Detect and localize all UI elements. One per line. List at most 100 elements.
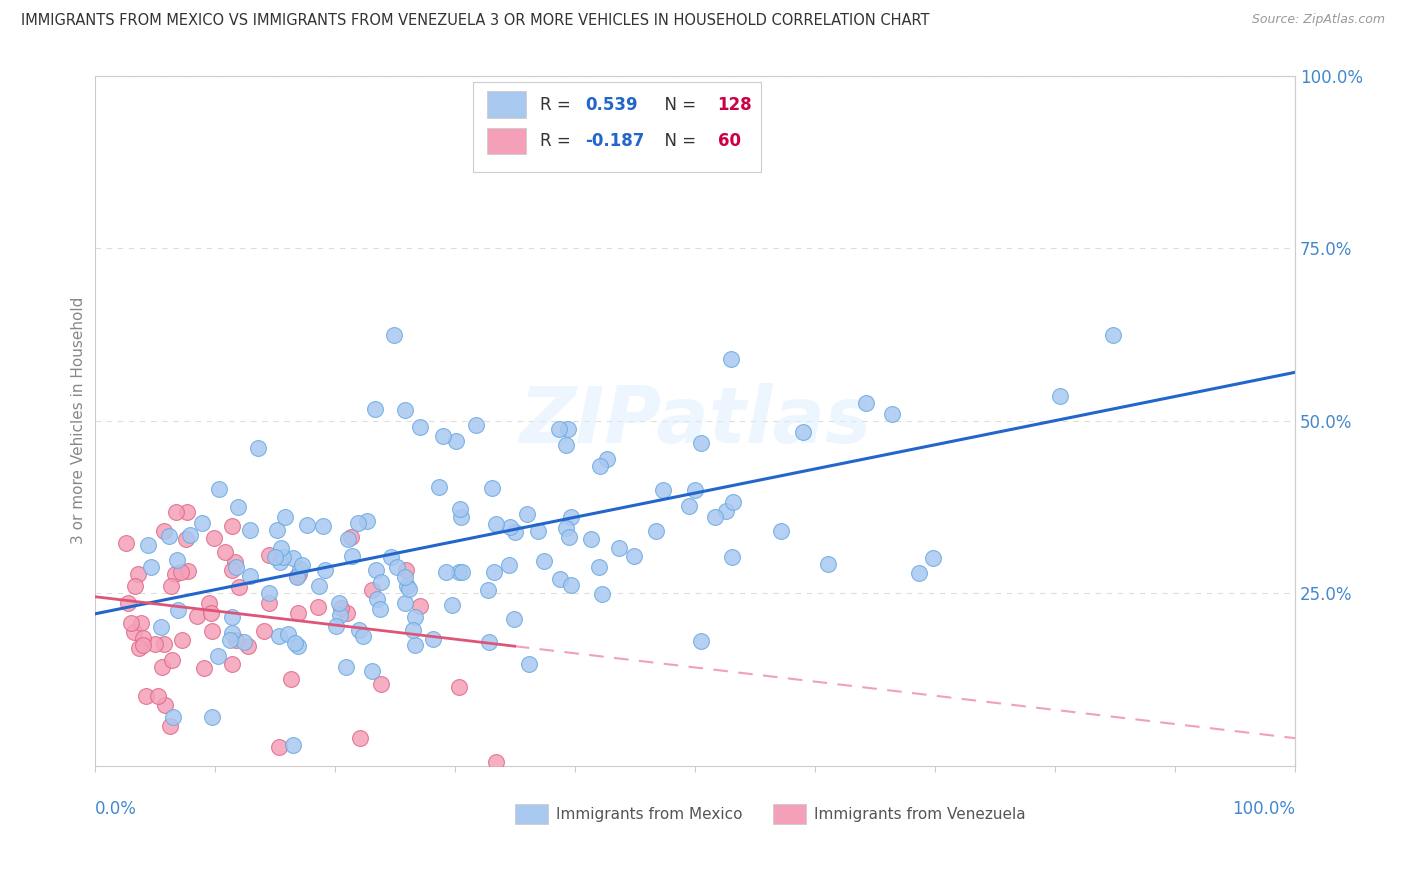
Point — [882, 407, 904, 421]
Point — [239, 568, 262, 582]
Point — [228, 580, 250, 594]
Point — [253, 624, 276, 638]
Text: 128: 128 — [717, 95, 752, 113]
Point — [263, 549, 285, 564]
Point — [267, 739, 290, 754]
Point — [221, 626, 243, 640]
Bar — [486, 91, 526, 118]
Point — [117, 596, 139, 610]
Point — [165, 566, 187, 581]
Point — [214, 545, 236, 559]
Point — [356, 514, 378, 528]
Point — [370, 601, 392, 615]
Point — [451, 565, 474, 579]
Point — [855, 396, 877, 410]
Point — [588, 559, 610, 574]
Point — [714, 503, 737, 517]
Point — [690, 436, 713, 450]
Point — [186, 609, 208, 624]
Point — [219, 633, 242, 648]
Point — [159, 719, 181, 733]
Point — [335, 659, 357, 673]
Point — [136, 538, 159, 552]
Point — [394, 596, 416, 610]
Point — [517, 657, 540, 671]
Point — [193, 661, 215, 675]
Point — [366, 592, 388, 607]
Point — [817, 557, 839, 571]
Point — [277, 627, 299, 641]
Point — [370, 574, 392, 589]
Point — [402, 624, 425, 638]
Point — [347, 516, 370, 531]
Point — [141, 560, 163, 574]
Point — [1102, 327, 1125, 342]
Point — [769, 524, 792, 539]
Point — [153, 637, 176, 651]
Point — [120, 616, 142, 631]
Point — [720, 351, 742, 366]
Point — [312, 519, 335, 533]
Point — [704, 510, 727, 524]
Point — [447, 566, 470, 580]
Text: R =: R = — [540, 132, 576, 150]
Point — [396, 579, 419, 593]
Point — [516, 508, 538, 522]
Point — [482, 566, 505, 580]
Point — [166, 553, 188, 567]
Point — [207, 648, 229, 663]
Point — [579, 533, 602, 547]
Point — [124, 579, 146, 593]
Point — [398, 582, 420, 596]
Point — [447, 680, 470, 694]
Point — [527, 524, 550, 538]
Point — [160, 579, 183, 593]
Text: R =: R = — [540, 95, 576, 113]
Point — [226, 500, 249, 515]
Point — [550, 572, 572, 586]
Point — [201, 710, 224, 724]
Point — [792, 425, 814, 439]
Text: 100.0%: 100.0% — [1232, 800, 1295, 818]
Point — [678, 499, 700, 513]
Point — [533, 554, 555, 568]
Point — [201, 624, 224, 638]
Point — [239, 523, 262, 537]
Point — [283, 636, 305, 650]
Point — [340, 549, 363, 563]
Point — [288, 562, 311, 576]
Point — [1049, 389, 1071, 403]
Point — [364, 563, 387, 577]
Point — [408, 419, 430, 434]
Point — [336, 607, 359, 621]
Point — [450, 509, 472, 524]
Point — [238, 639, 260, 653]
Point — [427, 480, 450, 494]
Point — [485, 516, 508, 531]
Point — [591, 587, 613, 601]
Point — [404, 610, 426, 624]
Point — [330, 600, 353, 615]
Point — [285, 569, 308, 583]
Point — [179, 527, 201, 541]
Point — [162, 709, 184, 723]
Point — [225, 632, 247, 647]
Point — [360, 664, 382, 678]
Text: ZIPatlas: ZIPatlas — [519, 383, 870, 458]
Point — [273, 509, 295, 524]
Point — [191, 516, 214, 531]
Point — [202, 531, 225, 545]
Point — [308, 579, 330, 593]
Point — [380, 549, 402, 564]
Point — [257, 596, 280, 610]
Point — [478, 635, 501, 649]
Point — [177, 564, 200, 578]
Point — [271, 550, 294, 565]
Point — [149, 620, 172, 634]
FancyBboxPatch shape — [472, 82, 761, 172]
Point — [589, 458, 612, 473]
Point — [907, 566, 929, 581]
Point — [288, 566, 311, 581]
Point — [382, 328, 405, 343]
Point — [609, 541, 631, 555]
